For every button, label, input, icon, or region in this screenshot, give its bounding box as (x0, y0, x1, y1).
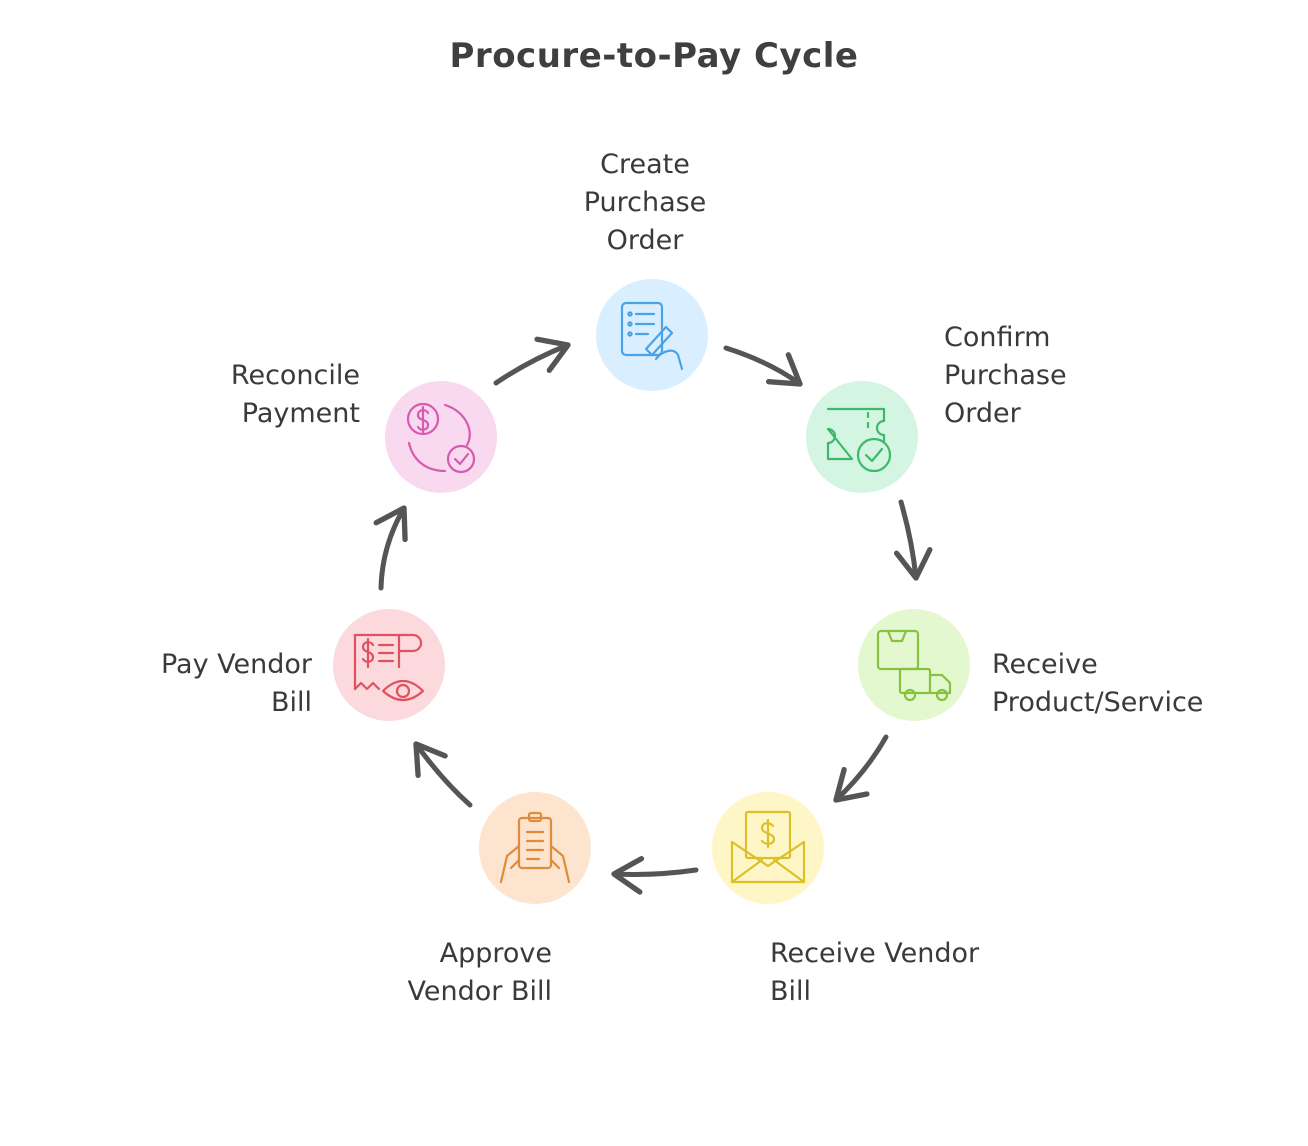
step-circle (596, 279, 708, 391)
step-circle (858, 609, 970, 721)
label-pay-vendor-bill: Pay Vendor Bill (90, 646, 312, 722)
flow-arrow (413, 741, 473, 808)
label-line: Receive Vendor (770, 938, 980, 969)
step-circle (385, 381, 497, 493)
step-circle (479, 792, 591, 904)
ticket-check-icon (826, 407, 892, 473)
label-line: Receive (992, 649, 1098, 680)
step-node (858, 609, 970, 721)
hands-clipboard-icon (499, 811, 571, 884)
label-reconcile-payment: Reconcile Payment (140, 357, 360, 433)
label-receive-product-service: Receive Product/Service (992, 646, 1203, 722)
label-line: Vendor Bill (407, 976, 552, 1007)
flow-arrow (833, 734, 889, 803)
label-line: Reconcile (230, 360, 360, 391)
flow-arrow (493, 336, 571, 386)
label-line: Order (944, 398, 1021, 429)
label-line: Pay Vendor (160, 649, 312, 680)
flow-arrow (611, 856, 699, 895)
step-node (596, 279, 708, 391)
label-line: Confirm (944, 322, 1051, 353)
label-line: Product/Service (992, 687, 1204, 718)
receipt-eye-icon (353, 633, 425, 702)
envelope-dollar-icon (730, 810, 806, 884)
label-line: Purchase (583, 187, 707, 218)
label-line: Purchase (944, 360, 1067, 391)
label-approve-vendor-bill: Approve Vendor Bill (332, 935, 552, 1011)
document-pen-icon (620, 301, 684, 371)
step-node (333, 609, 445, 721)
label-line: Bill (270, 687, 312, 718)
step-circle (806, 381, 918, 493)
diagram-title: Procure-to-Pay Cycle (449, 36, 859, 76)
box-truck-icon (876, 629, 952, 702)
label-line: Payment (241, 398, 360, 429)
flow-arrow (373, 505, 408, 591)
step-circle (333, 609, 445, 721)
cycle-arrows (373, 336, 933, 895)
cycle-nodes (333, 279, 970, 904)
label-line: Approve (439, 938, 552, 969)
label-receive-vendor-bill: Receive Vendor Bill (770, 935, 979, 1011)
coin-refresh-check-icon (406, 402, 476, 474)
label-line: Bill (770, 976, 812, 1007)
step-node (479, 792, 591, 904)
step-node (385, 381, 497, 493)
flow-arrow (893, 499, 933, 581)
label-create-purchase-order: Create Purchase Order (545, 146, 745, 260)
step-node (712, 792, 824, 904)
label-confirm-purchase-order: Confirm Purchase Order (944, 319, 1067, 433)
flow-arrow (723, 345, 803, 387)
label-line: Order (606, 225, 684, 256)
label-line: Create (600, 149, 690, 180)
step-node (806, 381, 918, 493)
